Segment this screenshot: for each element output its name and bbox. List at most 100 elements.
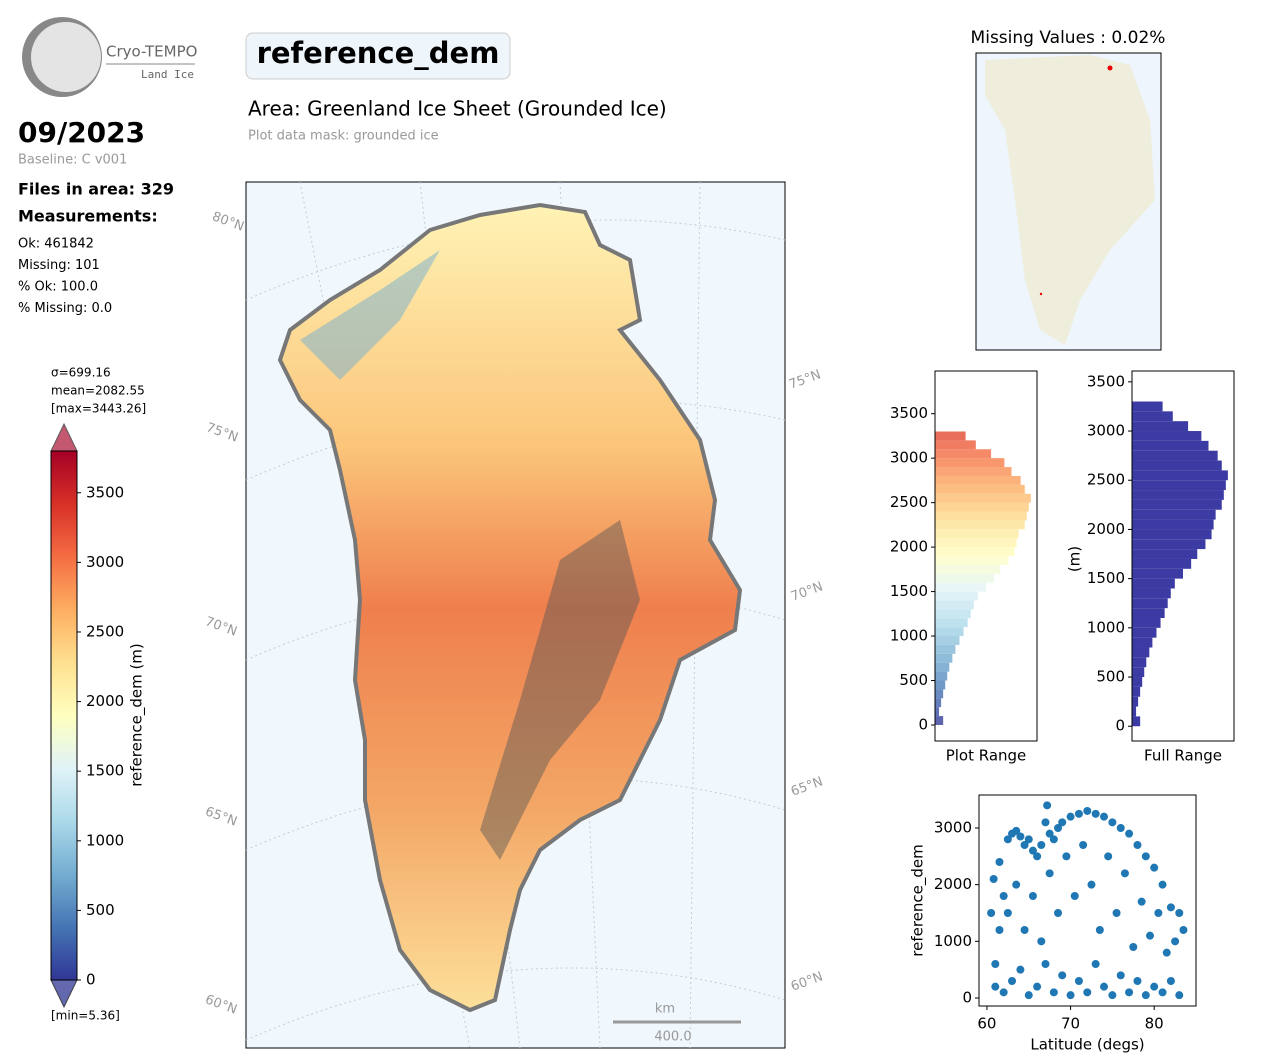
point — [1091, 960, 1100, 969]
bar — [1132, 627, 1157, 638]
logo-name: Cryo-TEMPO — [106, 43, 197, 61]
lat-label: 60°N — [789, 969, 825, 994]
bar — [935, 440, 976, 450]
bar — [1132, 431, 1202, 441]
bar — [1132, 637, 1153, 648]
bar — [1132, 480, 1226, 491]
bar — [1132, 588, 1171, 599]
colorbar-annotation: σ=699.16 — [51, 366, 111, 380]
point — [1062, 852, 1071, 861]
bar — [1132, 558, 1192, 569]
y-axis-label: reference_dem — [909, 844, 928, 957]
colorbar-annotation: [min=5.36] — [51, 1009, 120, 1023]
missing-title: Missing Values : 0.02% — [971, 28, 1166, 48]
axes-frame — [934, 370, 1038, 742]
point — [1150, 863, 1159, 872]
colorbar-frame — [50, 450, 78, 981]
bar — [935, 556, 1009, 565]
point — [1041, 818, 1050, 827]
y-tick-label: 2500 — [1087, 471, 1125, 489]
point — [1100, 982, 1109, 991]
y-tick-label: 3500 — [1087, 372, 1125, 390]
baseline: Baseline: C v001 — [18, 153, 127, 168]
y-tick-label: 3000 — [934, 818, 972, 836]
bar — [935, 493, 1031, 503]
bar — [1132, 696, 1139, 707]
colorbar — [51, 451, 77, 980]
point — [1091, 809, 1100, 818]
point — [1095, 925, 1104, 934]
point — [1083, 806, 1092, 815]
lat-label: 60°N — [203, 992, 239, 1017]
y-tick-label: 500 — [899, 671, 928, 689]
point — [1054, 823, 1063, 832]
point — [1012, 826, 1021, 835]
bar — [1132, 509, 1216, 520]
point — [1141, 991, 1150, 1000]
y-tick-label: 2000 — [890, 538, 928, 556]
point — [1041, 960, 1050, 969]
logo-sub: Land Ice — [141, 68, 194, 81]
bar — [935, 484, 1025, 494]
greenland — [277, 202, 743, 1013]
colorbar-annotation: mean=2082.55 — [51, 384, 145, 398]
bar — [935, 707, 940, 717]
point — [1003, 908, 1012, 917]
bar — [1132, 578, 1175, 589]
y-tick-label: 2500 — [86, 622, 124, 640]
bar — [1132, 647, 1150, 658]
bar — [1132, 529, 1212, 540]
bar — [1132, 440, 1209, 451]
y-tick-label: 3000 — [86, 553, 124, 571]
y-tick-label: 0 — [86, 971, 96, 989]
point — [1028, 846, 1037, 855]
bar — [935, 698, 942, 708]
point — [1166, 977, 1175, 986]
bar — [935, 689, 944, 699]
bar — [1132, 549, 1198, 559]
y-tick-label: 500 — [86, 901, 115, 919]
stat: % Missing: 0.0 — [18, 301, 112, 316]
bar — [1132, 686, 1141, 697]
point — [1158, 880, 1167, 889]
bar — [1132, 657, 1147, 668]
point — [1162, 948, 1171, 957]
point — [1049, 835, 1058, 844]
point — [1150, 982, 1159, 991]
point — [1116, 823, 1125, 832]
point — [1066, 812, 1075, 821]
x-axis-label: Latitude (degs) — [1030, 1036, 1144, 1054]
point — [1125, 988, 1134, 997]
bar — [1132, 421, 1189, 432]
x-axis-label: Full Range — [1144, 747, 1222, 765]
bar — [1132, 519, 1214, 530]
y-axis-label: (m) — [1066, 546, 1084, 572]
bar — [1132, 539, 1206, 550]
point — [1045, 869, 1054, 878]
bar — [935, 467, 1012, 476]
bar — [935, 600, 974, 610]
bar — [935, 538, 1017, 548]
y-tick-label: 1500 — [1087, 569, 1125, 587]
point — [1016, 965, 1025, 974]
colorbar-extend — [50, 979, 78, 1009]
title: reference_dem — [257, 36, 500, 70]
point — [1166, 903, 1175, 912]
y-tick-label: 1500 — [890, 582, 928, 600]
stat: Missing: 101 — [18, 258, 100, 273]
bar — [1132, 598, 1168, 609]
lat-label: 75°N — [787, 367, 823, 392]
bar — [935, 520, 1025, 530]
point — [1003, 835, 1012, 844]
point — [989, 874, 998, 883]
coast-low — [300, 250, 440, 380]
point — [1125, 829, 1134, 838]
y-tick-label: 3500 — [86, 483, 124, 501]
point — [987, 908, 996, 917]
bar — [1132, 677, 1143, 687]
point — [1066, 991, 1075, 1000]
bar — [935, 618, 968, 628]
point — [995, 857, 1004, 866]
y-tick-label: 1500 — [86, 762, 124, 780]
